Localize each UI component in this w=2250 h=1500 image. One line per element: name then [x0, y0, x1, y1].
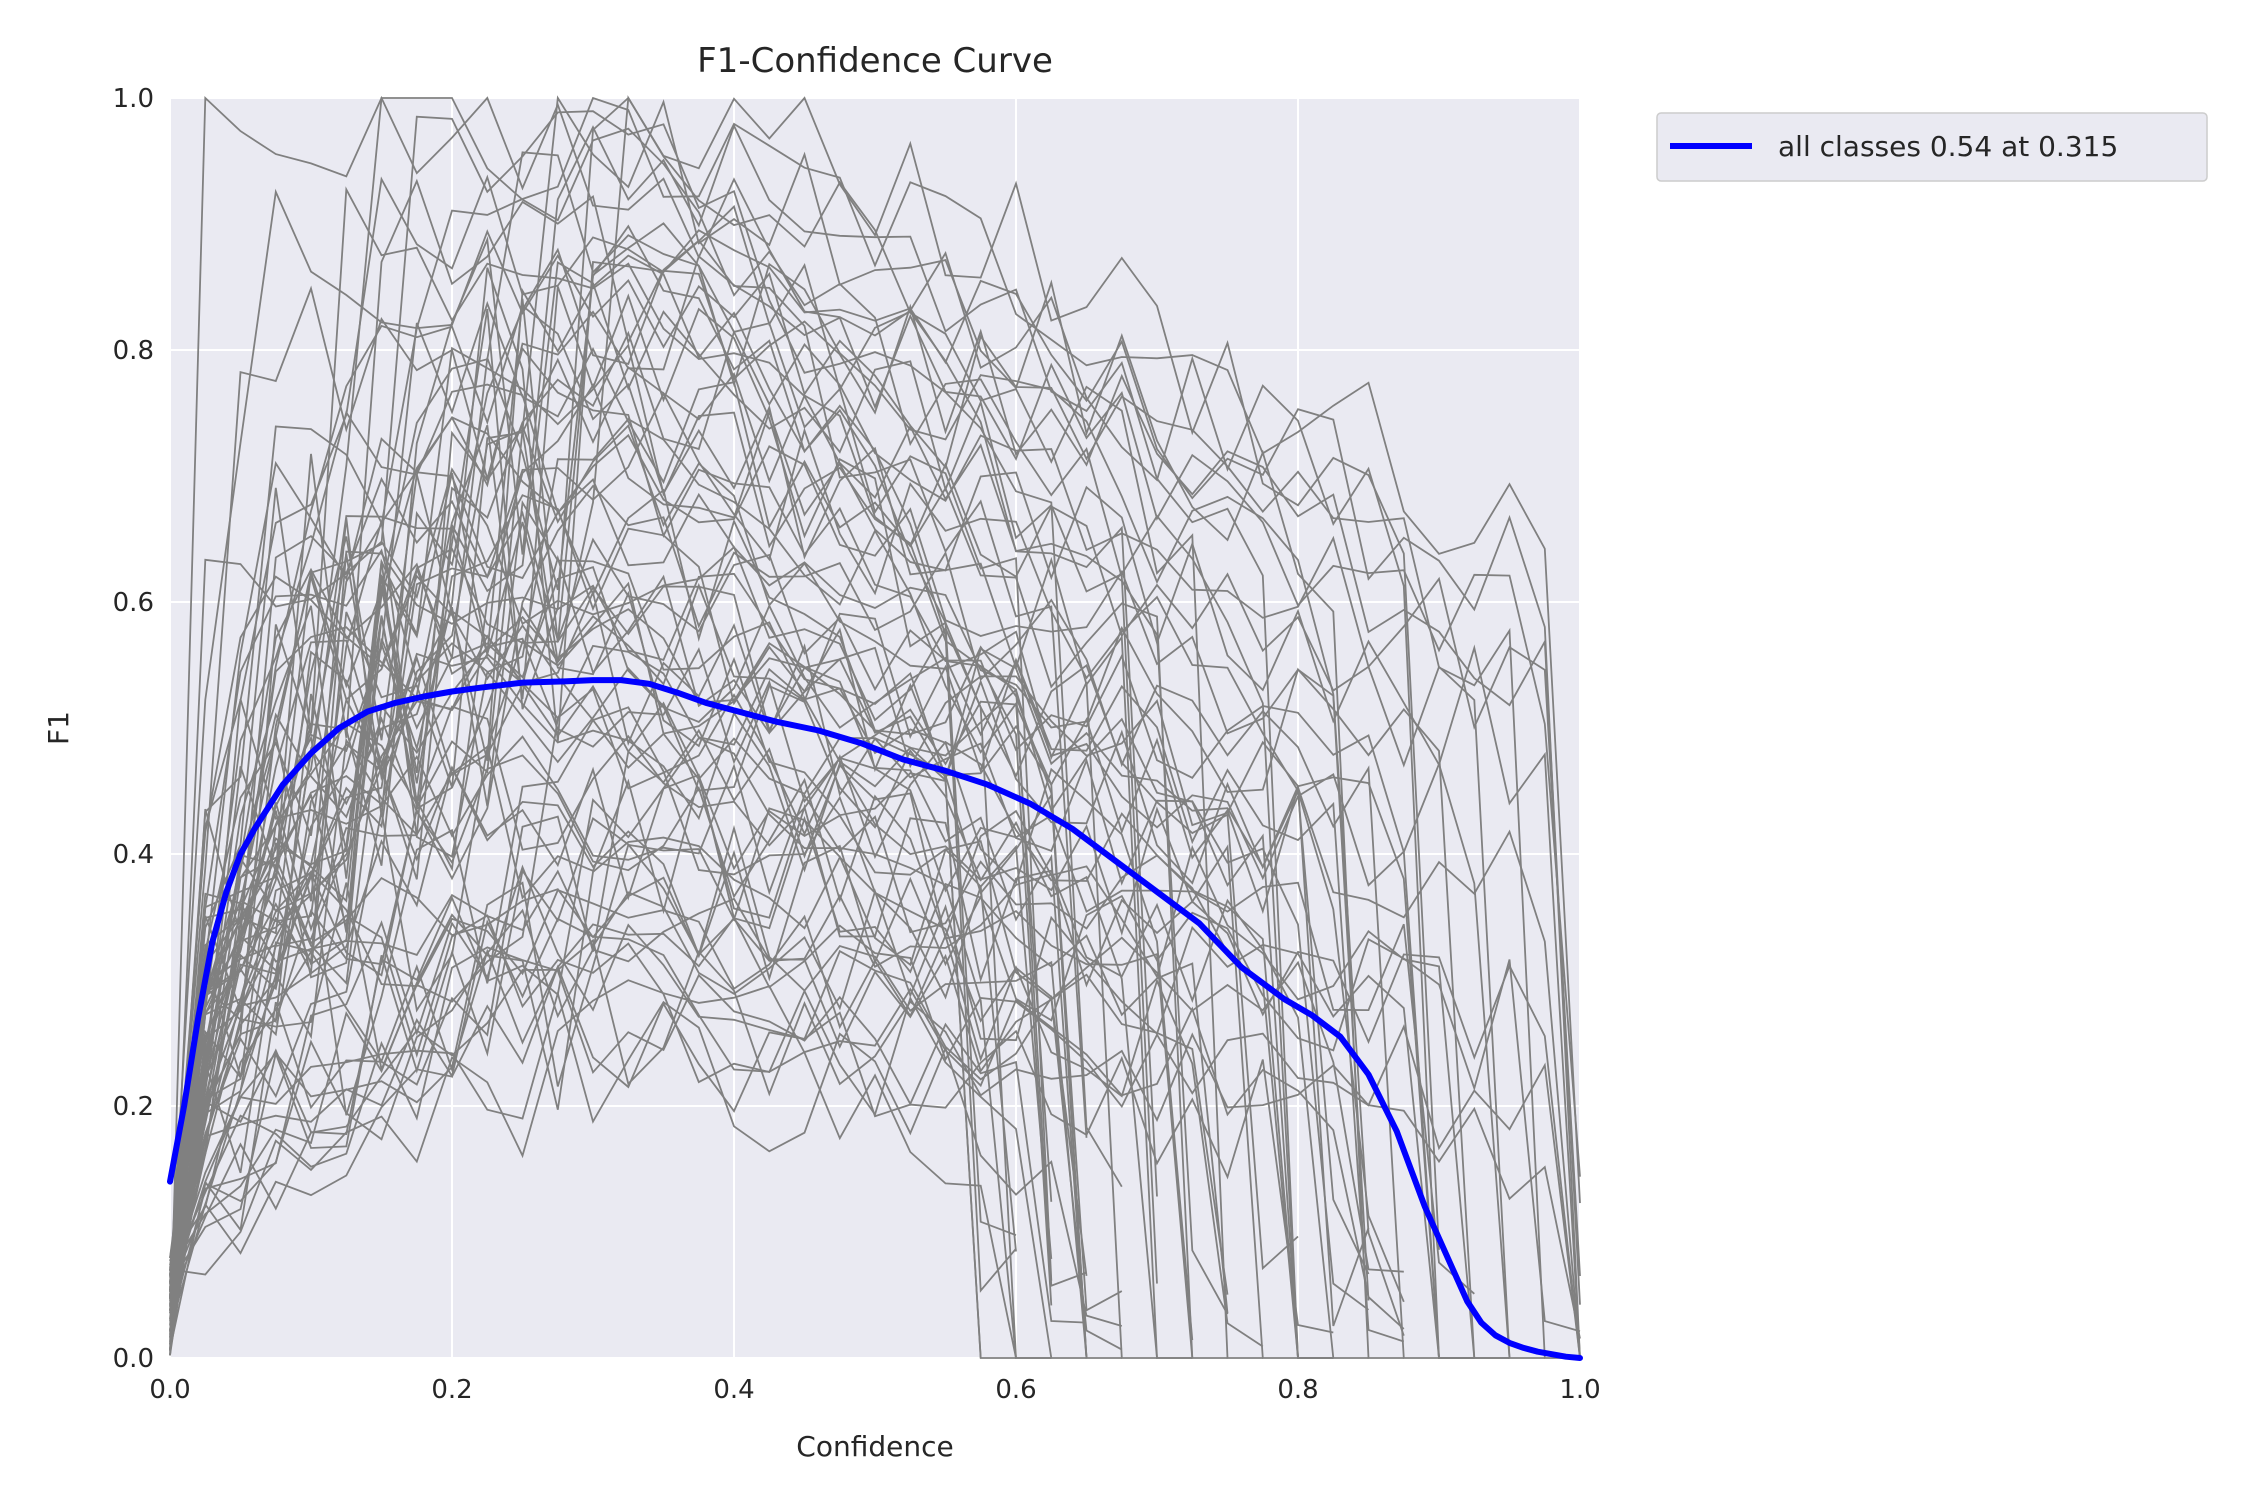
class-curve [169, 417, 1053, 1269]
class-curve [169, 639, 1193, 1359]
class-curve [169, 95, 1440, 1288]
class-curve [169, 807, 1404, 1283]
class-curve [169, 186, 1229, 1315]
class-curve [169, 915, 1581, 1359]
x-tick-label: 0.6 [995, 1375, 1036, 1405]
x-tick-label: 1.0 [1559, 1375, 1600, 1405]
class-curve [169, 476, 1511, 1359]
x-axis-label: Confidence [796, 1430, 953, 1463]
class-curve [169, 423, 1157, 1359]
class-curve [169, 979, 1017, 1359]
class-curve [169, 247, 1581, 1305]
class-curve [169, 736, 1052, 1359]
legend-box [1656, 112, 2208, 182]
class-curve [169, 383, 1370, 1301]
class-curve [169, 650, 1053, 1319]
x-axis-ticks: 0.0 0.2 0.4 0.6 0.8 1.0 [149, 1375, 1600, 1405]
class-curve [169, 254, 1581, 1322]
x-tick-label: 0.2 [431, 1375, 472, 1405]
y-tick-label: 0.8 [113, 336, 154, 366]
class-curve [169, 637, 1581, 1359]
class-curve [169, 946, 1087, 1324]
y-tick-label: 1.0 [113, 84, 154, 114]
per-class-curves [169, 95, 1581, 1359]
class-curve [169, 581, 1088, 1359]
class-curve [169, 737, 1369, 1359]
class-curve [169, 188, 1580, 1359]
class-curve [169, 95, 1475, 1359]
class-curve [169, 467, 1299, 1342]
class-curve [169, 151, 1053, 1281]
class-curve [169, 110, 1123, 1272]
class-curve [169, 642, 1298, 1359]
class-curve [169, 938, 1581, 1339]
chart-title: F1-Confidence Curve [697, 41, 1053, 81]
class-curve [169, 357, 1545, 1359]
y-tick-label: 0.6 [113, 588, 154, 618]
class-curve [169, 548, 1475, 1359]
class-curve [169, 856, 1264, 1348]
class-curve [169, 261, 1299, 1359]
y-axis-ticks: 0.0 0.2 0.4 0.6 0.8 1.0 [113, 84, 154, 1374]
class-curve [169, 123, 1334, 1359]
class-curve [169, 990, 1123, 1327]
class-curve [169, 817, 1581, 1359]
class-curve [169, 948, 1334, 1334]
class-curve [169, 343, 1087, 1312]
y-tick-label: 0.2 [113, 1092, 154, 1122]
class-curve [169, 300, 1228, 1359]
class-curve [169, 644, 1194, 1341]
class-curve [169, 437, 1510, 1359]
legend-label-all-classes: all classes 0.54 at 0.315 [1778, 130, 2118, 163]
grid-lines [169, 97, 1581, 1359]
class-curve [169, 565, 1440, 1359]
y-tick-label: 0.0 [113, 1344, 154, 1374]
all-classes-series [167, 677, 1583, 1361]
class-curve [169, 391, 1370, 1351]
class-curve [169, 836, 1088, 1277]
class-curve [169, 222, 1405, 1336]
class-curve [169, 97, 1158, 1299]
x-tick-label: 0.8 [1277, 1375, 1318, 1405]
class-curve [169, 285, 1053, 1306]
class-curve [169, 254, 1052, 1359]
class-curve [169, 515, 1016, 1359]
x-tick-label: 0.0 [149, 1375, 190, 1405]
all-classes-line [167, 677, 1583, 1361]
legend: all classes 0.54 at 0.315 [1656, 112, 2208, 182]
x-tick-label: 0.4 [713, 1375, 754, 1405]
class-curve [169, 96, 1581, 1291]
y-tick-label: 0.4 [113, 840, 154, 870]
class-curve [169, 95, 1404, 1359]
y-axis-label: F1 [42, 711, 75, 745]
class-curve [169, 416, 1088, 1359]
class-curve [169, 698, 1334, 1359]
